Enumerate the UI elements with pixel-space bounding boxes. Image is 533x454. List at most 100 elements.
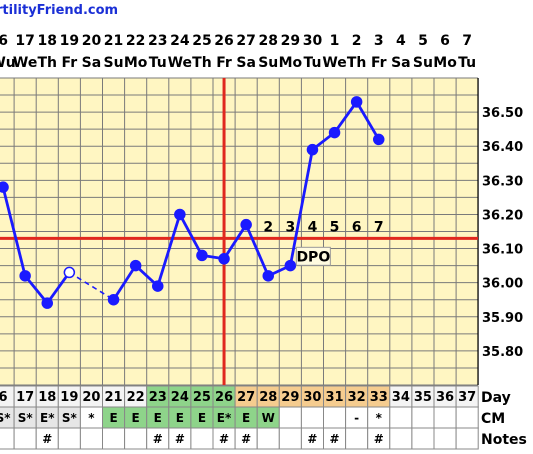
notes-value: #	[153, 432, 163, 446]
cm-cell	[278, 406, 302, 429]
cycle-day-number: 34	[392, 390, 410, 405]
cm-value: S*	[62, 411, 78, 425]
weekday-label: Mo	[124, 55, 148, 71]
cycle-day-number: 25	[193, 390, 211, 405]
cycle-day-number: 23	[149, 390, 167, 405]
y-tick-label: 36.10	[482, 243, 523, 258]
cm-value: W	[262, 411, 275, 425]
date-label: 23	[148, 33, 167, 49]
cycle-day-number: 24	[171, 390, 189, 405]
cycle-day-number: 33	[370, 390, 388, 405]
weekday-label: Su	[258, 55, 278, 71]
weekday-label: Su	[413, 55, 433, 71]
date-label: 4	[396, 33, 406, 49]
cm-value: *	[376, 411, 383, 425]
cm-value: E	[154, 411, 162, 425]
cycle-day-number: 20	[82, 390, 100, 405]
weekday-label: Wu	[0, 55, 16, 71]
cm-value: E	[242, 411, 250, 425]
weekday-label: Sa	[236, 55, 256, 71]
weekday-label: Sa	[82, 55, 102, 71]
cycle-day-number: 26	[215, 390, 233, 405]
data-point	[196, 249, 208, 262]
notes-cell	[13, 427, 37, 450]
bottom-rows: 6S*17S*18E*#19S*20*21E22E23E#24E#25E26E*…	[0, 385, 527, 450]
dpo-label: DPO	[296, 249, 330, 265]
weekday-label: We	[168, 55, 192, 71]
notes-value: #	[374, 432, 384, 446]
notes-cell	[190, 427, 214, 450]
cm-row-label: CM	[481, 411, 505, 427]
date-label: 29	[281, 33, 300, 49]
cycle-day-number: 19	[60, 390, 78, 405]
cm-cell	[323, 406, 347, 429]
weekday-label: Sa	[391, 55, 411, 71]
dpo-label-box	[295, 246, 331, 266]
weekday-label: Tu	[149, 55, 167, 71]
cycle-day-number: 18	[38, 390, 56, 405]
date-label: 20	[82, 33, 102, 49]
date-label: 25	[192, 33, 211, 49]
notes-cell	[345, 427, 369, 450]
grid	[0, 77, 479, 386]
series-segment	[355, 101, 380, 141]
series-segment	[112, 264, 137, 301]
cm-value: E*	[40, 411, 55, 425]
weekday-label: Mo	[433, 55, 457, 71]
date-label: 6	[0, 33, 8, 49]
cm-value: E	[109, 411, 117, 425]
notes-value: #	[330, 432, 340, 446]
series-segment	[288, 149, 314, 266]
notes-value: #	[241, 432, 251, 446]
notes-cell	[0, 427, 15, 450]
notes-cell	[433, 427, 457, 450]
data-point	[240, 218, 252, 231]
weekday-label: Th	[37, 55, 57, 71]
cm-value: E*	[217, 411, 232, 425]
date-label: 1	[330, 33, 340, 49]
data-point	[373, 133, 385, 146]
cm-value: S*	[18, 411, 34, 425]
cm-value: E	[176, 411, 184, 425]
data-point	[174, 208, 186, 221]
data-point	[41, 297, 53, 309]
data-point	[107, 293, 120, 306]
data-point	[152, 280, 164, 292]
cycle-day-number: 32	[348, 390, 366, 405]
series-segment	[1, 186, 27, 277]
cm-value: -	[354, 411, 359, 425]
date-label: 22	[126, 33, 145, 49]
notes-row-label: Notes	[481, 432, 527, 448]
date-label: 21	[104, 33, 123, 49]
notes-cell	[57, 427, 81, 450]
cycle-day-number: 35	[414, 390, 432, 405]
data-point	[328, 126, 341, 139]
dpo-labels: 2 3 4 5 6 7 DPO	[263, 219, 384, 266]
series-segment	[244, 224, 270, 277]
series-segment	[46, 271, 71, 304]
notes-cell	[455, 427, 479, 450]
cm-cell	[389, 406, 413, 429]
y-tick-label: 36.30	[482, 174, 523, 189]
cm-cell	[433, 406, 457, 429]
date-label: 7	[462, 33, 472, 49]
data-point	[350, 96, 363, 108]
date-label: 19	[60, 33, 79, 49]
cycle-day-number: 30	[303, 390, 321, 405]
cycle-day-row-label: Day	[481, 390, 511, 406]
cycle-day-number: 21	[105, 390, 123, 405]
data-point	[284, 259, 297, 272]
date-label: 30	[303, 33, 323, 49]
date-label: 24	[170, 33, 190, 49]
reference-lines	[0, 78, 478, 385]
notes-cell	[278, 427, 302, 450]
data-point	[129, 259, 142, 272]
weekday-label: Su	[104, 55, 124, 71]
cycle-day-number: 27	[237, 390, 255, 405]
data-point	[218, 253, 230, 265]
series-segment	[333, 101, 358, 134]
site-name: rtilityFriend.com	[0, 3, 118, 18]
dpo-number: 5	[330, 219, 340, 235]
dpo-number: 7	[374, 219, 384, 235]
y-tick-label: 35.90	[482, 311, 523, 326]
